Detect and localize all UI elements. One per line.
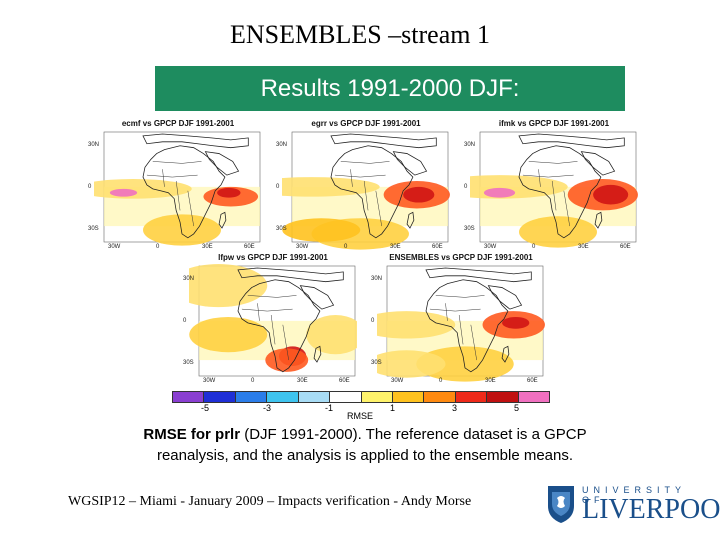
lon-label: 60E (339, 378, 350, 384)
rmse-map (282, 131, 450, 250)
lat-label: 30S (371, 360, 382, 366)
colorbar-tick: -1 (325, 403, 334, 413)
lat-label: 30N (464, 142, 476, 148)
colorbar-swatch (392, 392, 425, 402)
lat-label: 0 (371, 318, 375, 324)
colorbar-swatch (424, 392, 456, 402)
results-banner: Results 1991-2000 DJF: (155, 66, 625, 111)
lon-label: 30E (297, 378, 308, 384)
footer-text: WGSIP12 – Miami - January 2009 – Impacts… (68, 494, 472, 509)
rmse-map (470, 131, 638, 248)
lat-label: 0 (276, 184, 280, 190)
caption-text: (DJF 1991-2000). The reference dataset i… (156, 426, 587, 464)
lon-label: 30W (296, 244, 309, 250)
rmse-map (189, 264, 357, 377)
map-panel-ecmf: ecmf vs GPCP DJF 1991-2001 30N 0 30S 30W 0 30… (88, 119, 262, 254)
lon-label: 0 (251, 378, 255, 384)
rmse-map (377, 265, 545, 382)
colorbar-tick: 5 (514, 403, 520, 413)
university-logo: UNIVERSITY OF LIVERPOOL (546, 482, 720, 526)
lon-label: 60E (620, 244, 631, 250)
colorbar-swatch (361, 392, 393, 402)
lon-label: 30W (484, 244, 497, 250)
colorbar-swatch (235, 392, 268, 402)
lon-label: 0 (532, 244, 536, 250)
slide-title: ENSEMBLES –stream 1 (230, 20, 490, 49)
lat-label: 30N (183, 276, 195, 282)
lat-label: 30S (88, 226, 99, 232)
colorbar-swatch (267, 392, 299, 402)
colorbar-tick: -3 (263, 403, 272, 413)
colorbar-tick: -5 (201, 403, 210, 413)
caption-bold: RMSE for prlr (143, 426, 241, 443)
map-panel-ifmk: ifmk vs GPCP DJF 1991-2001 30N 0 30S 30W 0 30… (464, 119, 638, 254)
lat-label: 30N (88, 142, 100, 148)
map-title: lfpw vs GPCP DJF 1991-2001 (218, 253, 328, 262)
lon-label: 0 (344, 244, 348, 250)
logo-top-text: UNIVERSITY OF (582, 485, 686, 505)
logo-bottom-text: LIVERPOOL (582, 494, 720, 525)
rmse-map (94, 131, 261, 246)
lon-label: 30W (391, 378, 404, 384)
lon-label: 30W (108, 244, 121, 250)
colorbar-swatch (173, 392, 205, 402)
colorbar-swatch (298, 392, 331, 402)
colorbar-label: RMSE (346, 411, 373, 421)
lon-label: 30E (202, 244, 213, 250)
colorbar-tick: 1 (390, 403, 396, 413)
lon-label: 60E (244, 244, 255, 250)
rmse-colorbar (172, 391, 550, 403)
colorbar-swatch (455, 392, 488, 402)
lat-label: 30S (276, 226, 287, 232)
lat-label: 30S (183, 360, 194, 366)
colorbar-swatch (204, 392, 236, 402)
lon-label: 0 (439, 378, 443, 384)
lon-label: 30E (578, 244, 589, 250)
map-title: ecmf vs GPCP DJF 1991-2001 (121, 119, 235, 128)
map-panel-lfpw: lfpw vs GPCP DJF 1991-2001 30N 0 30S 30W 0 30… (183, 253, 357, 388)
colorbar-swatch (487, 392, 519, 402)
map-panel-ensembles: ENSEMBLES vs GPCP DJF 1991-2001 30N 0 30S 3… (371, 253, 545, 388)
map-title: ifmk vs GPCP DJF 1991-2001 (498, 119, 610, 128)
lon-label: 0 (156, 244, 160, 250)
lat-label: 0 (183, 318, 187, 324)
lat-label: 30N (276, 142, 288, 148)
map-title: egrr vs GPCP DJF 1991-2001 (311, 119, 421, 128)
lon-label: 30E (390, 244, 401, 250)
lat-label: 0 (88, 184, 92, 190)
lat-label: 30S (464, 226, 475, 232)
lon-label: 30W (203, 378, 216, 384)
colorbar-swatch (330, 392, 362, 402)
lon-label: 60E (527, 378, 538, 384)
lon-label: 60E (432, 244, 443, 250)
lat-label: 30N (371, 276, 383, 282)
colorbar-tick: 3 (452, 403, 458, 413)
colorbar-swatch (518, 392, 550, 402)
crest-icon (548, 486, 574, 523)
map-title: ENSEMBLES vs GPCP DJF 1991-2001 (389, 253, 533, 262)
caption: RMSE for prlr (DJF 1991-2000). The refer… (140, 424, 590, 466)
lon-label: 30E (485, 378, 496, 384)
map-panel-egrr: egrr vs GPCP DJF 1991-2001 30N 0 30S 30W 0 30… (276, 119, 450, 254)
lat-label: 0 (464, 184, 468, 190)
